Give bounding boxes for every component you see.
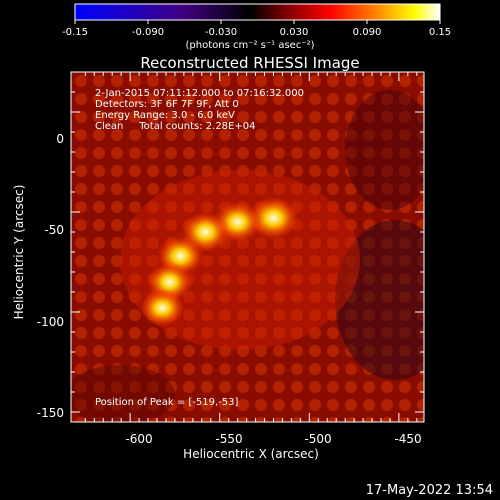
y-tick-label: -100 <box>36 315 64 329</box>
timestamp: 17-May-2022 13:54 <box>365 483 493 498</box>
y-axis-label: Heliocentric Y (arcsec) <box>12 184 26 320</box>
peak-position-label: Position of Peak = [-519,-53] <box>95 397 239 408</box>
x-tick-label: -550 <box>215 432 243 446</box>
axis-ticks <box>71 72 424 422</box>
y-tick-label: -50 <box>44 223 64 237</box>
info-line-3: Energy Range: 3.0 - 6.0 keV <box>95 110 235 121</box>
emission-source <box>248 196 299 240</box>
x-tick-label: -450 <box>394 432 422 446</box>
y-tick-label: -150 <box>36 406 64 420</box>
x-tick-label: -600 <box>125 432 153 446</box>
info-line-2: Detectors: 3F 6F 7F 9F, Att 0 <box>95 99 239 110</box>
colorbar-units: (photons cm⁻² s⁻¹ asec⁻²) <box>185 40 315 51</box>
x-tick-label: -500 <box>304 432 332 446</box>
x-axis-label: Heliocentric X (arcsec) <box>183 447 319 461</box>
colorbar-tick-label: 0.030 <box>279 27 309 38</box>
colorbar-tick-label: 0.090 <box>352 27 382 38</box>
colorbar-tick-label: -0.15 <box>62 27 88 38</box>
info-line-4: Clean Total counts: 2.28E+04 <box>95 121 256 132</box>
colorbar <box>74 3 441 21</box>
plot-frame <box>70 71 425 423</box>
plot-title: Reconstructed RHESSI Image <box>140 54 360 72</box>
y-tick-label: 0 <box>56 132 64 146</box>
emission-source <box>140 289 185 327</box>
colorbar-tick-label: 0.15 <box>428 27 452 38</box>
colorbar-tick-label: -0.090 <box>131 27 165 38</box>
info-line-1: 2-Jan-2015 07:11:12.000 to 07:16:32.000 <box>95 88 304 99</box>
colorbar-ticks <box>74 20 441 24</box>
emission-sources <box>140 196 299 327</box>
colorbar-tick-label: -0.030 <box>204 27 238 38</box>
heatmap-image <box>71 72 424 422</box>
